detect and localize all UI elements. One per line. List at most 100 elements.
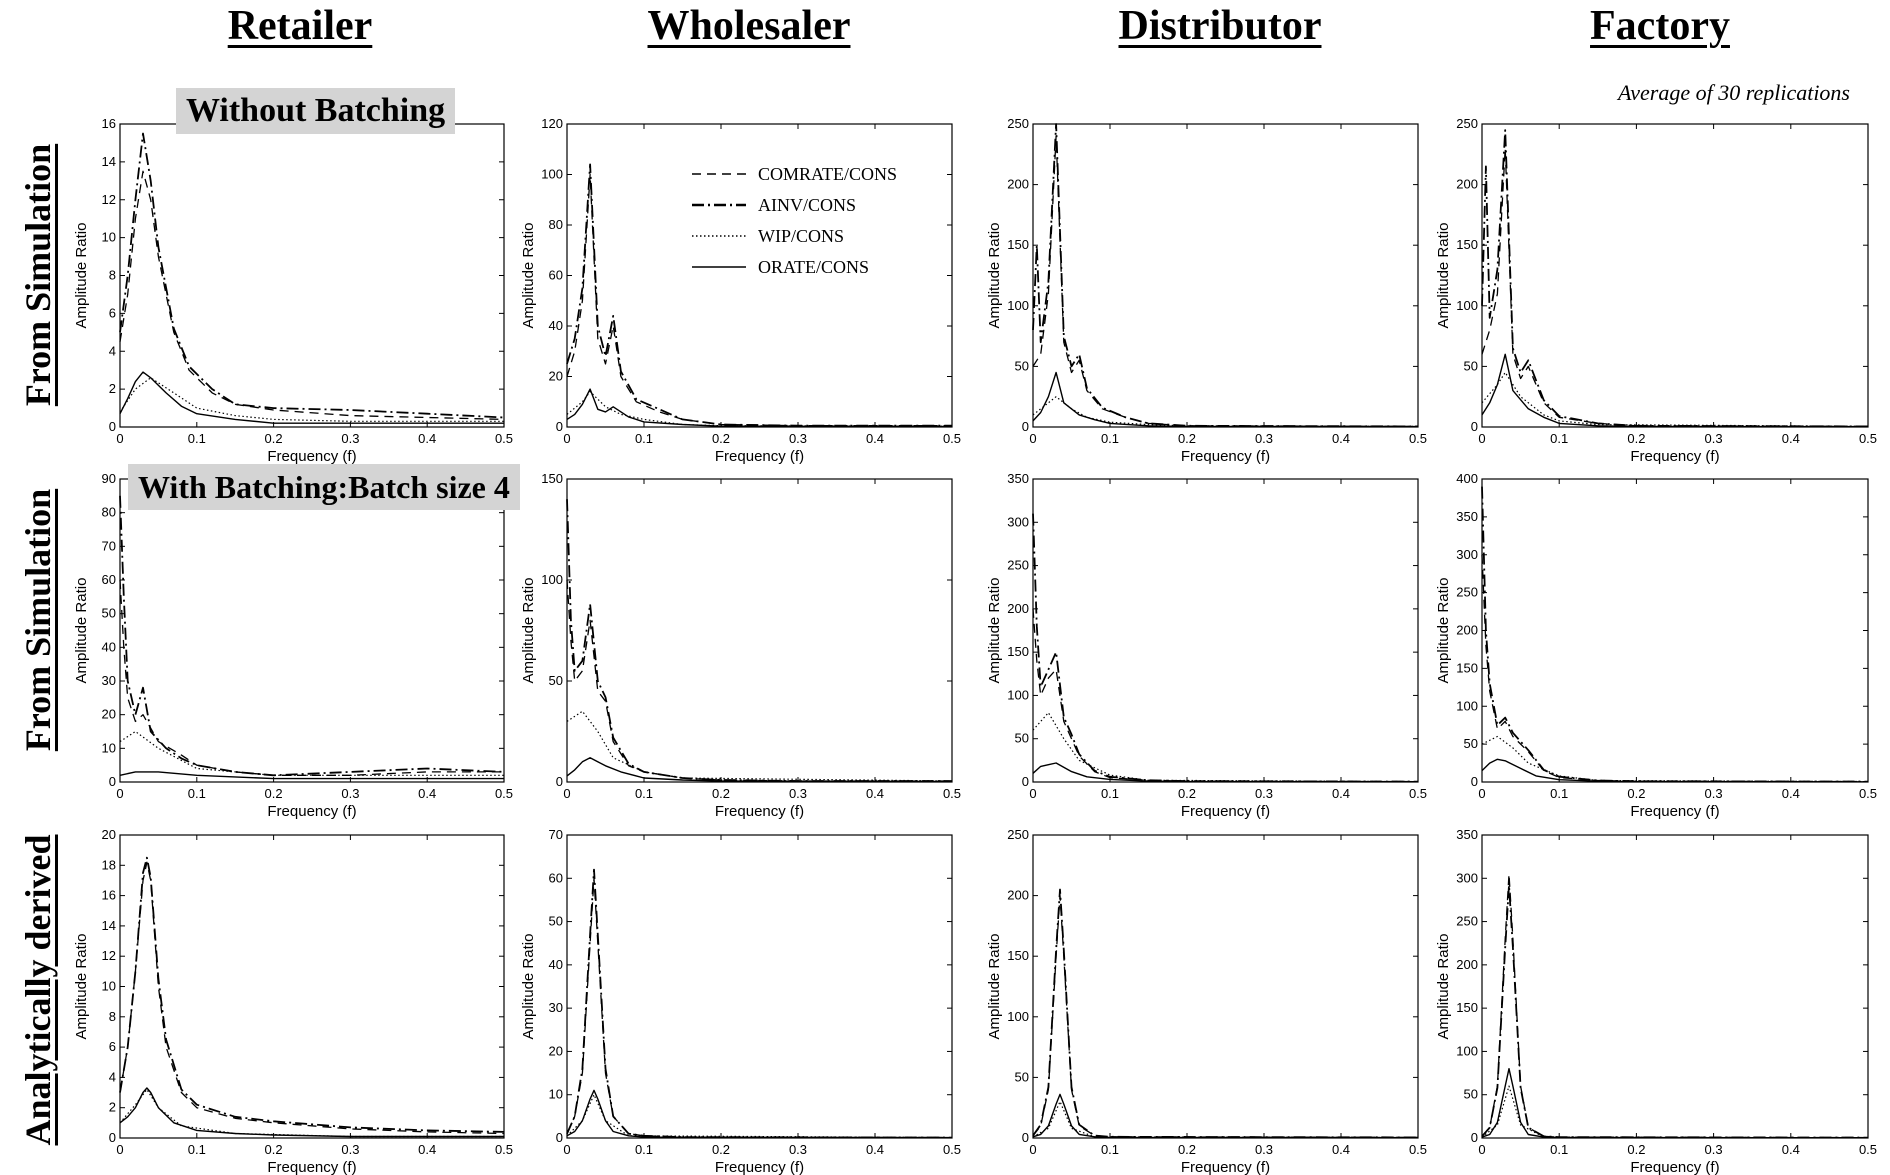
y-tick-label: 50 [102,606,116,621]
y-tick-label: 0 [1471,774,1478,789]
x-tick-label: 0.1 [188,786,206,801]
series-line-dotted [1481,735,1869,783]
y-tick-label: 50 [549,914,563,929]
x-tick-label: 0.1 [1101,1142,1119,1157]
x-tick-label: 0.4 [418,431,436,446]
y-tick-label: 20 [102,707,116,722]
x-tick-label: 0.1 [635,1142,653,1157]
series-line-dotted [119,1088,504,1138]
y-tick-label: 4 [109,1069,116,1084]
x-axis-label: Frequency (f) [1181,803,1270,820]
x-tick-label: 0.3 [789,431,807,446]
y-tick-label: 100 [1456,698,1478,713]
y-tick-label: 150 [1456,660,1478,675]
y-tick-label: 50 [1015,358,1029,373]
y-tick-label: 0 [109,774,116,789]
series-line-dotted [119,377,504,422]
x-tick-label: 0.3 [789,1142,807,1157]
x-tick-label: 0.1 [188,1142,206,1157]
y-tick-label: 40 [549,318,563,333]
series-line-solid [1481,758,1869,783]
y-tick-label: 70 [102,538,116,553]
y-tick-label: 6 [109,1039,116,1054]
x-axis-label: Frequency (f) [715,448,804,465]
x-tick-label: 0.3 [341,786,359,801]
x-tick-label: 0.5 [495,431,513,446]
y-axis-label: Amplitude Ratio [986,578,1003,684]
x-tick-label: 0.5 [1859,431,1877,446]
y-tick-label: 80 [102,505,116,520]
x-axis-label: Frequency (f) [267,1159,356,1175]
y-tick-label: 200 [1007,601,1029,616]
y-axis-label: Amplitude Ratio [520,223,537,329]
x-tick-label: 0.5 [943,431,961,446]
y-tick-label: 80 [549,217,563,232]
x-tick-label: 0.2 [712,786,730,801]
x-axis-label: Frequency (f) [715,1159,804,1175]
series-line-dashed [1032,894,1419,1139]
plot-frame [566,834,953,1139]
series-line-solid [119,371,504,424]
x-tick-label: 0.5 [1409,431,1427,446]
y-tick-label: 90 [102,471,116,486]
y-tick-label: 50 [1464,736,1478,751]
x-axis-label: Frequency (f) [1181,448,1270,465]
x-tick-label: 0.3 [1705,431,1723,446]
x-tick-label: 0.5 [943,1142,961,1157]
y-tick-label: 250 [1007,827,1029,842]
y-tick-label: 8 [109,1009,116,1024]
y-axis-label: Amplitude Ratio [1435,578,1452,684]
chart-panel-10: 0 0.1 0.2 0.3 0.4 0.5 0 50 100 150 200 250 Frequency… [986,827,1427,1175]
chart-panel-11: 0 0.1 0.2 0.3 0.4 0.5 0 50 100 150 200 250 300 350 Fre… [1435,827,1877,1175]
badge-with-batching: With Batching:Batch size 4 [128,464,520,510]
x-tick-label: 0.1 [1550,1142,1568,1157]
y-tick-label: 60 [549,268,563,283]
y-tick-label: 200 [1456,177,1478,192]
plot-frame [1481,123,1869,428]
series-line-dashdot [1032,888,1419,1139]
chart-panel-2: 0 0.1 0.2 0.3 0.4 0.5 0 50 100 150 200 250 Frequency… [986,116,1427,465]
x-tick-label: 0.2 [1178,786,1196,801]
y-tick-label: 300 [1456,870,1478,885]
series-line-dashed [1481,873,1869,1139]
y-tick-label: 350 [1007,471,1029,486]
x-tick-label: 0 [563,431,570,446]
series-line-dashdot [119,856,505,1133]
badge-without-batching: Without Batching [176,88,456,134]
x-tick-label: 0.5 [1409,786,1427,801]
series-line-dashdot [1032,123,1419,428]
x-tick-label: 0.3 [1255,431,1273,446]
y-tick-label: 60 [549,870,563,885]
x-tick-label: 0.1 [188,431,206,446]
y-tick-label: 16 [102,116,116,131]
series-line-dotted [566,391,953,427]
x-tick-label: 0.5 [1409,1142,1427,1157]
series-line-dashdot [1481,129,1869,428]
x-tick-label: 0.5 [943,786,961,801]
y-tick-label: 350 [1456,827,1478,842]
series-line-dashdot [1481,486,1869,783]
x-axis-label: Frequency (f) [267,448,356,465]
series-line-dashed [1032,135,1419,428]
y-tick-label: 200 [1456,623,1478,638]
y-tick-label: 2 [109,381,116,396]
x-tick-label: 0.4 [1782,1142,1800,1157]
y-tick-label: 40 [102,639,116,654]
y-axis-label: Amplitude Ratio [1435,223,1452,329]
chart-panel-0: 0 0.1 0.2 0.3 0.4 0.5 0 2 4 6 8 10 12 14 16 Frequency (… [73,116,513,465]
legend-label: AINV/CONS [758,195,856,215]
x-tick-label: 0.4 [1782,786,1800,801]
y-tick-label: 8 [109,268,116,283]
x-tick-label: 0.2 [265,431,283,446]
y-tick-label: 20 [549,1043,563,1058]
series-line-dotted [1032,1100,1419,1139]
x-tick-label: 0.3 [1255,786,1273,801]
y-tick-label: 10 [549,1087,563,1102]
y-tick-label: 250 [1456,914,1478,929]
y-tick-label: 100 [1007,298,1029,313]
legend-label: WIP/CONS [758,226,844,246]
y-tick-label: 0 [1022,774,1029,789]
plot-frame [1481,478,1869,783]
y-axis-label: Amplitude Ratio [73,578,90,684]
